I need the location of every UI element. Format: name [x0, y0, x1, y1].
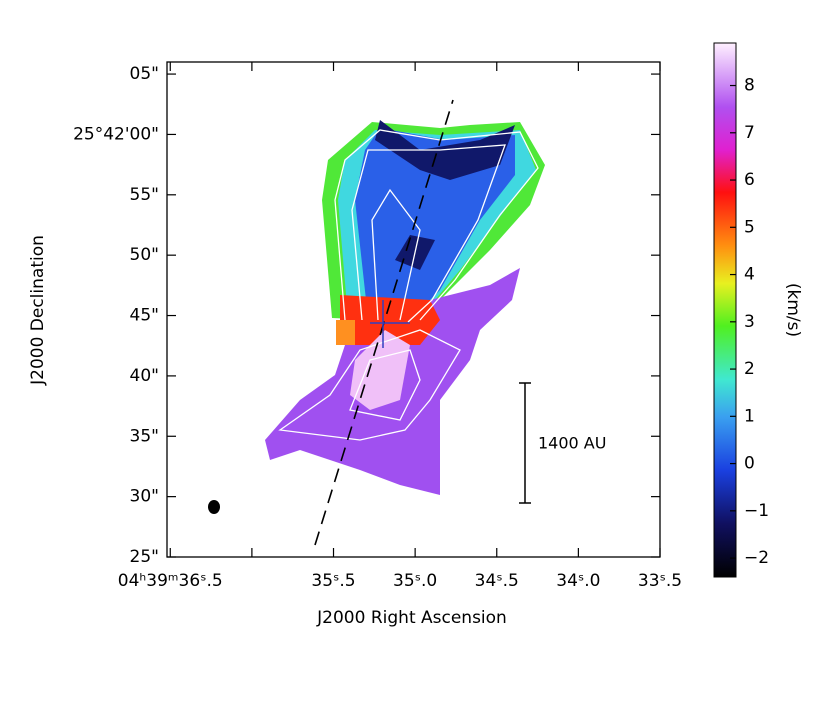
colorbar-tick-label: 6 — [744, 170, 755, 190]
contour — [371, 188, 421, 321]
contour — [334, 129, 539, 321]
red-patch — [340, 295, 440, 345]
red-lobe-blue — [355, 128, 515, 320]
y-tick-label: 25" — [130, 547, 159, 567]
colorbar-tick-label: 5 — [744, 217, 755, 237]
scale-bar — [519, 382, 531, 504]
x-tick-label: 34ˢ.0 — [556, 571, 600, 591]
colorbar — [713, 42, 737, 578]
colorbar-tick-label: 4 — [744, 265, 755, 285]
contour — [349, 349, 421, 421]
red-lobe-core — [375, 120, 515, 270]
colorbar-tick-label: 3 — [744, 312, 755, 332]
contours — [278, 129, 539, 441]
y-tick-label: 55" — [130, 185, 159, 205]
y-tick-label: 40" — [130, 366, 159, 386]
x-tick-label: 04ʰ39ᵐ36ˢ.5 — [118, 571, 223, 591]
annotation: 1400 AU — [538, 434, 606, 453]
velocity-map: 1400 AU — [208, 99, 606, 546]
pink-core — [350, 330, 410, 410]
orange-patch — [336, 320, 355, 345]
y-tick-label: 05" — [130, 64, 159, 84]
x-tick-label: 33ˢ.5 — [638, 571, 682, 591]
x-tick-label: 35ˢ.5 — [311, 571, 355, 591]
colorbar-tick-label: 1 — [744, 406, 755, 426]
colorbar-label: (km/s) — [783, 283, 803, 337]
colorbar-tick-label: 8 — [744, 76, 755, 96]
x-tick-label: 35ˢ.0 — [393, 571, 437, 591]
colorbar-tick-label: 2 — [744, 359, 755, 379]
y-tick-label: 45" — [130, 306, 159, 326]
y-tick-label: 25°42'00" — [73, 124, 159, 144]
contour — [278, 329, 461, 441]
beam — [208, 500, 220, 514]
colorbar-tick-label: −2 — [744, 548, 769, 568]
y-tick-label: 35" — [130, 426, 159, 446]
contour — [351, 144, 506, 323]
y-tick-label: 30" — [130, 487, 159, 507]
y-axis-label: J2000 Declination — [28, 235, 48, 386]
y-tick-label: 50" — [130, 245, 159, 265]
colorbar-tick-label: 7 — [744, 123, 755, 143]
plot-frame — [166, 61, 661, 558]
x-axis-label: J2000 Right Ascension — [316, 608, 507, 628]
colorbar-tick-label: 0 — [744, 454, 755, 474]
colorbar-tick-label: −1 — [744, 501, 769, 521]
x-tick-label: 34ˢ.5 — [475, 571, 519, 591]
